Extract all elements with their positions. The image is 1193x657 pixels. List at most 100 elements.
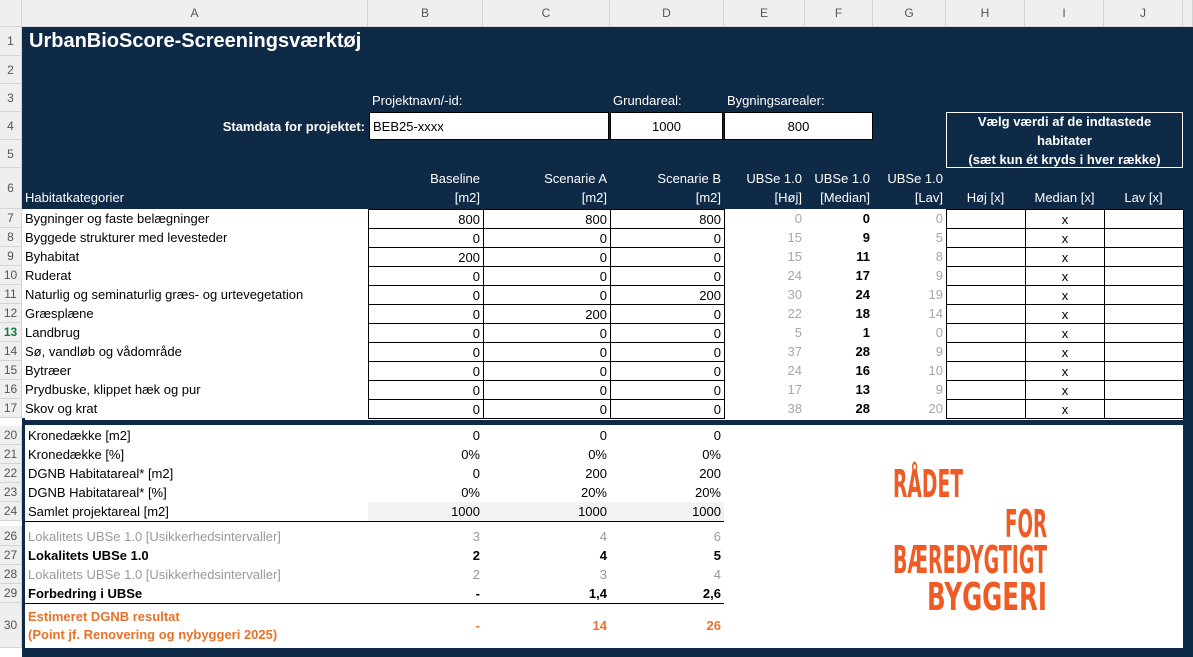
column-letter: J: [1104, 0, 1183, 27]
summary-value: 20%: [694, 485, 721, 500]
habitat-cell: 17: [855, 268, 870, 283]
summary-value: 1000: [451, 504, 480, 519]
habitat-cell: 9: [935, 382, 943, 397]
row-number: 16: [0, 380, 22, 399]
column-header-line: Habitatkategorier: [25, 190, 124, 205]
column-header-line: [m2]: [581, 190, 607, 205]
column-header: Lav [x]: [1104, 168, 1183, 209]
habitat-cell: [1104, 304, 1184, 324]
summary-value: 0%: [461, 447, 480, 462]
habitat-name: Byggede strukturer med levesteder: [22, 228, 368, 247]
habitat-cell: 0: [483, 342, 611, 362]
habitat-cell: 800: [483, 209, 611, 229]
project-field-label: Bygningsarealer:: [727, 93, 825, 108]
summary-value: 1,4: [588, 586, 607, 601]
habitat-cell: 8: [935, 249, 943, 264]
logo-word: FOR: [1005, 502, 1047, 546]
summary-label-line: Lokalitets UBSe 1.0 [Usikkerhedsinterval…: [28, 567, 281, 582]
summary-value: 5: [713, 548, 721, 563]
row-number: 8: [0, 228, 22, 247]
summary-label-line: Kronedække [m2]: [28, 428, 131, 443]
summary-value: 4: [599, 528, 607, 544]
column-letter-rest: [1183, 0, 1193, 27]
habitat-cell: 0: [368, 380, 484, 400]
habitat-cell: 0: [368, 399, 484, 419]
summary-label-line: DGNB Habitatareal* [%]: [28, 485, 167, 500]
summary-value: 14: [592, 617, 607, 633]
habitat-cell: [1104, 285, 1184, 305]
habitat-name: Ruderat: [22, 266, 368, 285]
selection-header-line: (sæt kun ét kryds i hver række): [968, 151, 1161, 167]
column-header-line: UBSe 1.0: [887, 171, 943, 186]
habitat-cell: 0: [368, 361, 484, 381]
habitat-cell: 0: [368, 228, 484, 248]
column-letter: D: [610, 0, 724, 27]
habitat-cell: 0: [368, 342, 484, 362]
summary-value: 1000: [578, 504, 607, 519]
logo-word: RÅDET: [893, 462, 963, 506]
row-number: 22: [0, 464, 22, 483]
row-number: 11: [0, 285, 22, 304]
project-field-label: Grundareal:: [613, 93, 682, 108]
column-header-line: [m2]: [454, 190, 480, 205]
summary-label-line: DGNB Habitatareal* [m2]: [28, 466, 174, 481]
column-header-line: Scenarie B: [657, 171, 721, 186]
habitat-cell: 17: [787, 382, 802, 397]
frame-right: [1183, 209, 1193, 657]
habitat-cell: 0: [368, 266, 484, 286]
frame-bottom: [22, 648, 1193, 657]
habitat-cell: 9: [935, 344, 943, 359]
summary-label: DGNB Habitatareal* [%]: [25, 483, 368, 502]
summary-value: 0: [713, 428, 721, 443]
project-field-input: 1000: [610, 112, 723, 140]
summary-value: 6: [713, 528, 721, 544]
habitat-cell: 18: [855, 306, 870, 321]
habitat-cell: 0: [483, 399, 611, 419]
habitat-cell: 0: [610, 323, 725, 343]
habitat-cell: x: [1025, 361, 1105, 381]
habitat-cell: 0: [610, 342, 725, 362]
column-letter: H: [946, 0, 1025, 27]
habitat-cell: [1104, 228, 1184, 248]
summary-value: 0%: [588, 447, 607, 462]
column-header-line: [m2]: [695, 190, 721, 205]
summary-label: Kronedække [%]: [25, 445, 368, 464]
habitat-cell: 20: [928, 401, 943, 416]
row-number: 20: [0, 426, 22, 445]
habitat-cell: 0: [483, 247, 611, 267]
column-letter: I: [1025, 0, 1104, 27]
summary-value: 3: [599, 567, 607, 582]
summary-value: 0%: [702, 447, 721, 462]
habitat-cell: x: [1025, 304, 1105, 324]
column-header-line: [Median]: [820, 190, 870, 205]
row-number: 6: [0, 168, 22, 209]
logo-word: BYGGERI: [927, 575, 1047, 619]
row-number: 9: [0, 247, 22, 266]
habitat-name: Landbrug: [22, 323, 368, 342]
column-letter: A: [22, 0, 368, 27]
habitat-cell: 0: [610, 361, 725, 381]
summary-label: Forbedring i UBSe: [25, 584, 368, 603]
habitat-name: Bytræer: [22, 361, 368, 380]
habitat-cell: 0: [610, 399, 725, 419]
row-number: 24: [0, 502, 22, 521]
habitat-name: Sø, vandløb og vådområde: [22, 342, 368, 361]
summary-value: 4: [599, 548, 607, 563]
habitat-cell: 24: [787, 363, 802, 378]
habitat-cell: 15: [787, 249, 802, 264]
habitat-cell: 16: [855, 363, 870, 378]
habitat-cell: [1104, 209, 1184, 229]
habitat-cell: x: [1025, 285, 1105, 305]
row-rule: [25, 603, 724, 604]
column-header: Median [x]: [1025, 168, 1104, 209]
habitat-cell: x: [1025, 399, 1105, 419]
habitat-cell: 10: [928, 363, 943, 378]
habitat-cell: 9: [862, 230, 870, 245]
habitat-cell: 38: [787, 401, 802, 416]
habitat-cell: x: [1025, 380, 1105, 400]
habitat-cell: 1: [862, 325, 870, 340]
habitat-cell: 5: [935, 230, 943, 245]
column-header: Høj [x]: [946, 168, 1025, 209]
habitat-cell: [946, 228, 1026, 248]
